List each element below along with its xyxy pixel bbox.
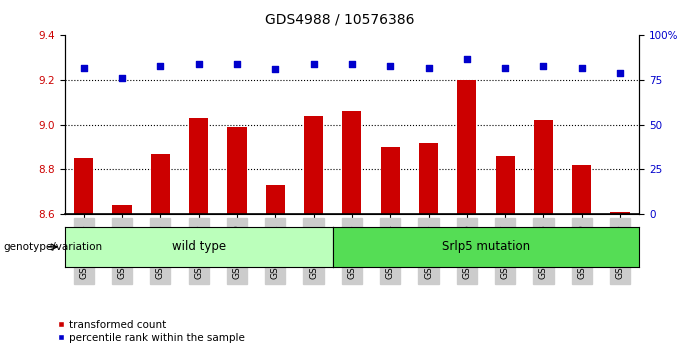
Point (500, 65, 511, 70)
Bar (342, 112, 362, 214)
Bar (572, 165, 592, 214)
Bar (189, 118, 208, 214)
Bar (381, 147, 400, 214)
Point (193, 61, 204, 67)
Bar (304, 116, 323, 214)
Text: GDS4988 / 10576386: GDS4988 / 10576386 (265, 12, 415, 27)
Text: Srlp5 mutation: Srlp5 mutation (442, 240, 530, 253)
Bar (151, 154, 170, 214)
Point (385, 63, 396, 69)
Bar (496, 156, 515, 214)
Point (461, 56, 472, 62)
Text: wild type: wild type (171, 240, 226, 253)
Point (346, 61, 357, 67)
Text: genotype/variation: genotype/variation (3, 242, 103, 252)
Point (576, 65, 587, 70)
Point (270, 67, 281, 72)
Bar (419, 143, 438, 214)
Bar (266, 185, 285, 214)
Point (78, 65, 89, 70)
Point (231, 61, 242, 67)
Bar (74, 158, 93, 214)
Point (117, 75, 128, 81)
Point (538, 63, 549, 69)
Bar (534, 120, 553, 214)
Bar (457, 80, 477, 214)
Point (308, 61, 319, 67)
Bar (611, 212, 630, 214)
Point (615, 70, 626, 76)
Bar (227, 127, 247, 214)
Bar (112, 205, 132, 214)
Point (423, 65, 434, 70)
Legend: transformed count, percentile rank within the sample: transformed count, percentile rank withi… (53, 315, 250, 347)
Point (155, 63, 166, 69)
